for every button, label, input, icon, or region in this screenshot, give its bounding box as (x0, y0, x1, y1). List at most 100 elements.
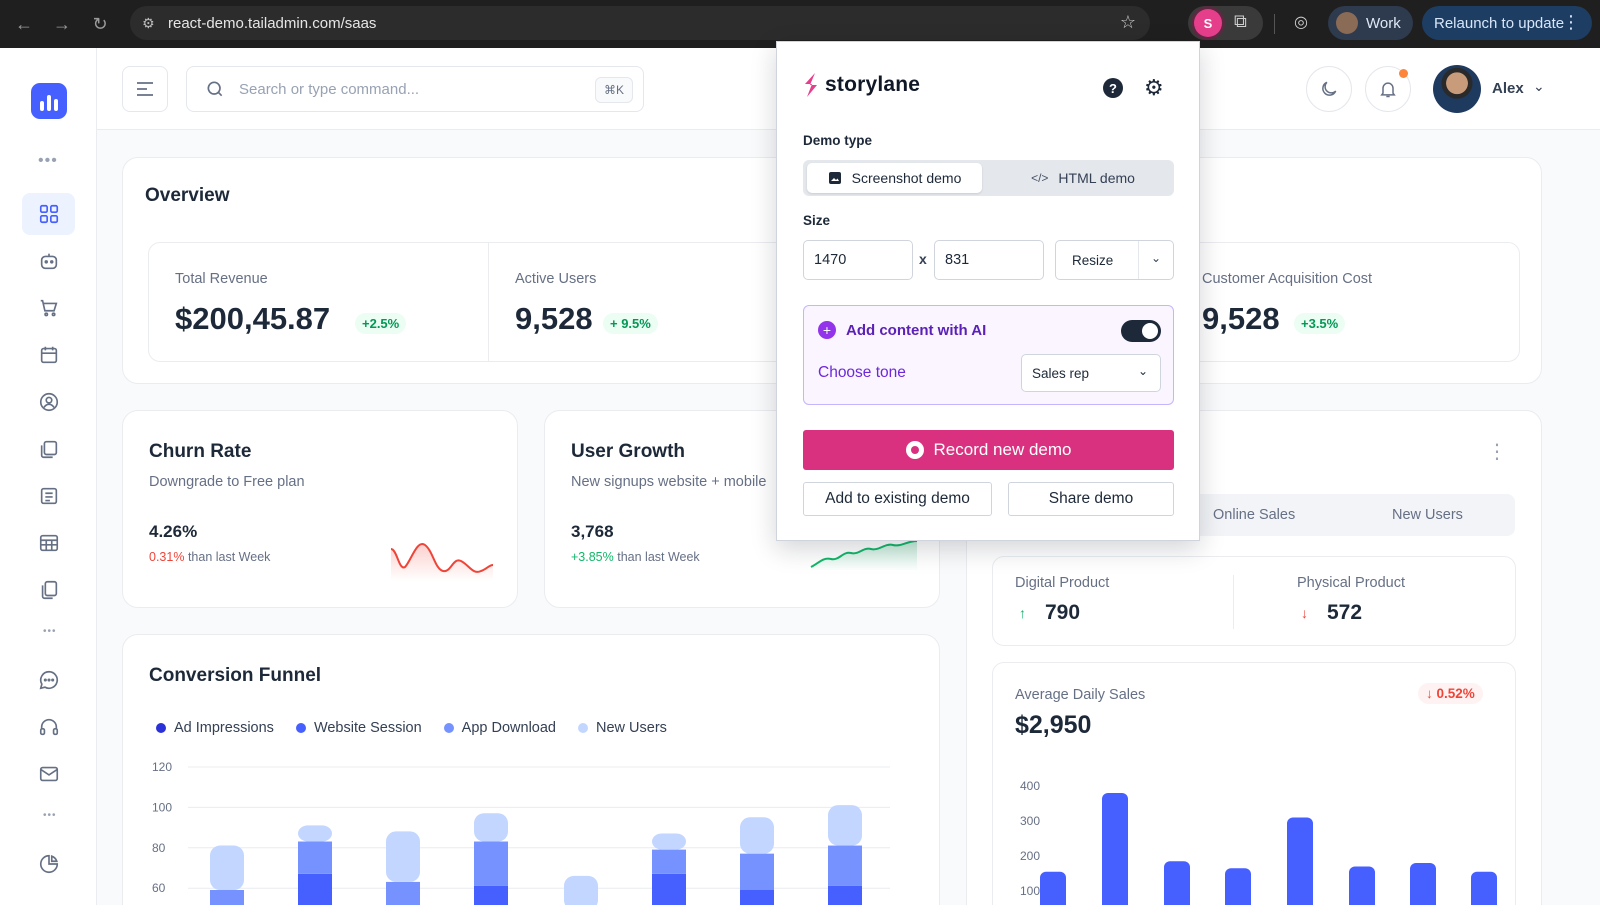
ai-content-toggle[interactable] (1121, 320, 1161, 342)
resize-select[interactable]: Resize ⌄ (1055, 240, 1174, 280)
avg-sales-delta: ↓ 0.52% (1418, 683, 1483, 704)
churn-note: 0.31% than last Week (149, 550, 270, 564)
help-icon[interactable]: ? (1103, 78, 1123, 98)
sidebar-item-ecommerce[interactable] (22, 287, 75, 329)
sales-bar[interactable] (1471, 871, 1497, 905)
legend-item-website-session[interactable]: Website Session (295, 720, 422, 736)
notifications-button[interactable] (1365, 66, 1411, 112)
search-icon (207, 81, 223, 97)
legend-label: App Download (461, 720, 556, 736)
dark-mode-toggle[interactable] (1306, 66, 1352, 112)
sales-bar[interactable] (1164, 861, 1190, 905)
tab-online-sales[interactable]: Online Sales (1213, 507, 1296, 523)
search-box: ⌘K (186, 66, 644, 112)
relaunch-button[interactable]: Relaunch to update ⋮ (1422, 6, 1592, 40)
app-logo[interactable] (31, 83, 67, 119)
height-input[interactable]: 831 (934, 240, 1044, 280)
funnel-bar-segment[interactable] (740, 817, 774, 854)
headset-icon (39, 718, 58, 736)
funnel-bar-segment[interactable] (298, 825, 332, 842)
funnel-bar-segment[interactable] (298, 873, 332, 905)
sidebar-item-task[interactable] (22, 428, 75, 470)
sidebar-item-tables[interactable] (22, 522, 75, 564)
funnel-bar-segment[interactable] (386, 831, 420, 882)
sidebar-item-profile[interactable] (22, 381, 75, 423)
funnel-bar-segment[interactable] (828, 885, 862, 905)
profile-label: Work (1366, 14, 1401, 32)
extensions-puzzle-icon[interactable]: ⧉ (1234, 11, 1247, 31)
reload-icon[interactable]: ↻ (92, 13, 108, 34)
funnel-bar-segment[interactable] (828, 805, 862, 846)
more-vert-icon[interactable]: ⋮ (1562, 12, 1580, 32)
sidebar-item-ai-assistant[interactable] (22, 240, 75, 282)
sidebar-toggle-button[interactable] (122, 66, 168, 112)
sales-bar[interactable] (1410, 863, 1436, 905)
storylane-brand: storylane (803, 72, 920, 98)
share-demo-button[interactable]: Share demo (1008, 482, 1174, 516)
sidebar-item-support[interactable] (22, 706, 75, 748)
tone-select[interactable]: Sales rep ⌄ (1021, 354, 1161, 392)
chevron-down-icon: ⌄ (1150, 251, 1161, 265)
funnel-bar-segment[interactable] (386, 881, 420, 905)
pie-chart-icon (39, 854, 58, 874)
funnel-bar-segment[interactable] (474, 885, 508, 905)
sales-bar[interactable] (1225, 868, 1251, 905)
html-demo-option[interactable]: </> HTML demo (999, 163, 1167, 193)
user-name[interactable]: Alex (1492, 80, 1524, 97)
cart-icon (40, 299, 57, 317)
funnel-bar-segment[interactable] (474, 841, 508, 886)
legend-item-new-users[interactable]: New Users (578, 720, 667, 736)
funnel-bar-segment[interactable] (298, 841, 332, 874)
sidebar: ••• ••• ••• (0, 48, 97, 905)
forward-icon[interactable]: → (53, 13, 71, 34)
y-tick-label: 120 (152, 760, 172, 774)
sidebar-item-email[interactable] (22, 753, 75, 795)
sales-bar[interactable] (1102, 793, 1128, 905)
funnel-bar-segment[interactable] (740, 890, 774, 905)
sidebar-item-chat[interactable] (22, 659, 75, 701)
record-new-demo-button[interactable]: Record new demo (803, 430, 1174, 470)
user-circle-icon (39, 392, 58, 412)
bookmark-star-icon[interactable]: ☆ (1119, 12, 1136, 32)
funnel-bar-segment[interactable] (828, 845, 862, 886)
funnel-bar-segment[interactable] (474, 813, 508, 842)
funnel-bar-segment[interactable] (652, 873, 686, 905)
profile-button[interactable]: Work (1328, 6, 1413, 40)
sales-bar[interactable] (1349, 866, 1375, 905)
sidebar-item-forms[interactable] (22, 475, 75, 517)
funnel-bar-segment[interactable] (564, 875, 598, 905)
width-input[interactable]: 1470 (803, 240, 913, 280)
funnel-bar-segment[interactable] (210, 845, 244, 890)
funnel-bar-segment[interactable] (652, 849, 686, 874)
legend-label: New Users (596, 720, 667, 736)
sidebar-item-dashboard[interactable] (22, 193, 75, 235)
table-icon (39, 534, 58, 552)
extension-icon[interactable]: ◎ (1294, 14, 1308, 31)
add-to-existing-demo-button[interactable]: Add to existing demo (803, 482, 992, 516)
sales-bar[interactable] (1040, 871, 1066, 905)
avatar[interactable] (1433, 65, 1481, 113)
sidebar-item-pages[interactable] (22, 569, 75, 611)
sales-bar[interactable] (1287, 817, 1313, 905)
stat-acquisition-cost: Customer Acquisition Cost 9,528 +3.5% (1176, 243, 1516, 361)
funnel-bar-segment[interactable] (210, 890, 244, 905)
funnel-bar-segment[interactable] (652, 833, 686, 850)
digital-value: 790 (1045, 601, 1081, 624)
gear-icon[interactable]: ⚙ (1144, 75, 1164, 100)
search-input[interactable] (239, 80, 579, 98)
sidebar-item-charts[interactable] (22, 843, 75, 885)
funnel-legend: Ad Impressions Website Session App Downl… (156, 720, 667, 736)
chevron-down-icon[interactable]: ⌄ (1533, 78, 1545, 94)
sidebar-item-calendar[interactable] (22, 334, 75, 376)
screenshot-demo-option[interactable]: Screenshot demo (807, 163, 982, 193)
funnel-bar-segment[interactable] (740, 853, 774, 890)
growth-value: 3,768 (571, 522, 614, 541)
tab-new-users[interactable]: New Users (1392, 507, 1463, 523)
more-vert-icon[interactable]: ⋮ (1487, 441, 1507, 463)
back-icon[interactable]: ← (15, 13, 33, 34)
storylane-extension-icon[interactable]: S (1194, 9, 1222, 37)
address-bar[interactable]: ⚙ react-demo.tailadmin.com/saas ☆ (130, 6, 1150, 40)
legend-item-ad-impressions[interactable]: Ad Impressions (156, 720, 274, 736)
legend-item-app-download[interactable]: App Download (443, 720, 556, 736)
site-info-icon[interactable]: ⚙ (142, 14, 155, 31)
